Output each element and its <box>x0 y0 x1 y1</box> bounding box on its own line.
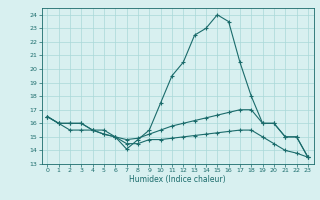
X-axis label: Humidex (Indice chaleur): Humidex (Indice chaleur) <box>129 175 226 184</box>
